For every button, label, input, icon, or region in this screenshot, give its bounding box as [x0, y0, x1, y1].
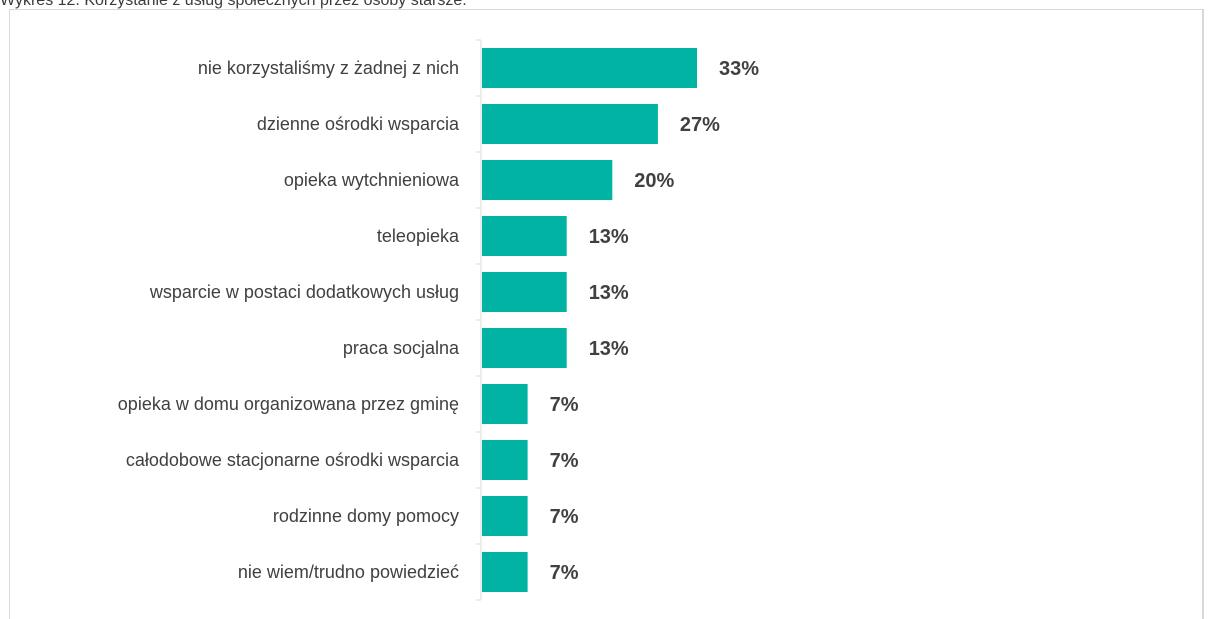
category-label: opieka wytchnieniowa	[284, 170, 460, 190]
data-label: 7%	[550, 394, 579, 416]
bar	[482, 216, 567, 256]
data-label: 13%	[589, 226, 629, 248]
category-label: dzienne ośrodki wsparcia	[257, 114, 460, 134]
chart-frame	[9, 9, 1204, 619]
bar	[482, 272, 567, 312]
data-label: 7%	[550, 562, 579, 584]
data-label: 27%	[680, 114, 720, 136]
category-label: nie korzystaliśmy z żadnej z nich	[198, 58, 459, 78]
bar	[482, 48, 697, 88]
category-label: wsparcie w postaci dodatkowych usług	[149, 282, 459, 302]
chart-caption: Wykres 12. Korzystanie z usług społeczny…	[0, 0, 467, 9]
category-label: całodobowe stacjonarne ośrodki wsparcia	[126, 450, 460, 470]
bar	[482, 552, 528, 592]
data-label: 33%	[719, 58, 759, 80]
bar	[482, 160, 613, 200]
bar	[482, 328, 567, 368]
category-label: teleopieka	[377, 226, 460, 246]
category-label: opieka w domu organizowana przez gminę	[118, 394, 459, 414]
data-label: 13%	[589, 282, 629, 304]
category-label: rodzinne domy pomocy	[273, 506, 459, 526]
bar	[482, 384, 528, 424]
bar	[482, 440, 528, 480]
bar	[482, 104, 658, 144]
category-label: praca socjalna	[343, 338, 460, 358]
bar	[482, 496, 528, 536]
category-label: nie wiem/trudno powiedzieć	[238, 562, 459, 582]
data-label: 7%	[550, 506, 579, 528]
data-label: 13%	[589, 338, 629, 360]
data-label: 20%	[634, 170, 674, 192]
data-label: 7%	[550, 450, 579, 472]
